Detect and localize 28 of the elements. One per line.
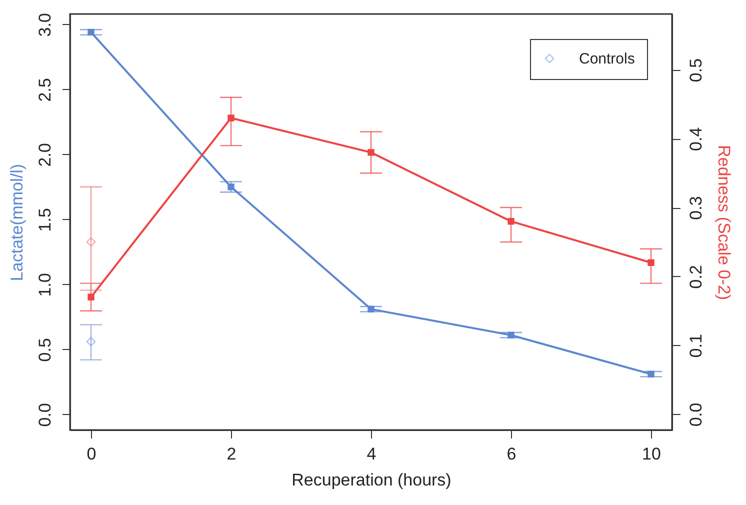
x-tick-label: 0 xyxy=(86,444,96,464)
y-axis-title: Lactate(mmol/l) xyxy=(8,164,26,282)
y-tick-label: 0.0 xyxy=(36,403,54,427)
y2-axis-title: Redness (Scale 0-2) xyxy=(714,145,734,300)
y2-tick-label: 0.5 xyxy=(686,58,706,82)
legend-label: Controls xyxy=(579,50,635,68)
y2-tick-label: 0.3 xyxy=(686,196,706,220)
y-tick-label: 1.0 xyxy=(36,273,54,297)
point xyxy=(86,336,96,346)
y2-tick-label: 0.4 xyxy=(686,127,706,151)
point xyxy=(88,294,94,300)
y2-tick-label: 0.0 xyxy=(686,402,706,426)
x-tick-label: 2 xyxy=(226,444,236,464)
y-tick-label: 1.5 xyxy=(36,208,54,232)
x-axis-title: Recuperation (hours) xyxy=(292,470,452,490)
y2-tick-label: 0.1 xyxy=(686,334,706,358)
y2-tick-label: 0.2 xyxy=(686,265,706,289)
x-tick-label: 6 xyxy=(506,444,516,464)
point xyxy=(368,149,374,156)
x-tick-label: 10 xyxy=(642,444,661,464)
y-tick-label: 2.5 xyxy=(36,78,54,102)
point xyxy=(228,184,234,190)
x-tick-label: 4 xyxy=(366,444,376,464)
point xyxy=(228,114,234,122)
y-tick-label: 3.0 xyxy=(36,13,54,37)
point xyxy=(86,237,96,247)
y-tick-label: 0.5 xyxy=(36,338,54,362)
y-tick-label: 2.0 xyxy=(36,143,54,167)
